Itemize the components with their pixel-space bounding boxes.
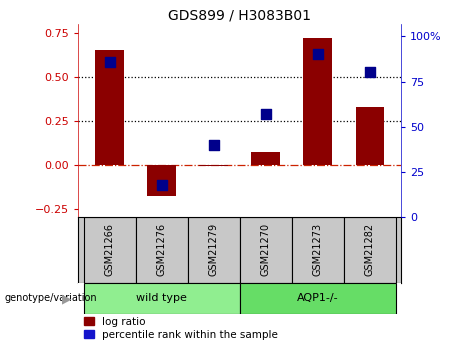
Text: GSM21279: GSM21279: [209, 223, 219, 276]
Text: GSM21270: GSM21270: [261, 223, 271, 276]
Bar: [136, 217, 188, 283]
Text: GSM21266: GSM21266: [105, 223, 115, 276]
Point: [262, 111, 269, 117]
Text: genotype/variation: genotype/variation: [5, 294, 97, 303]
Point: [106, 59, 113, 65]
Text: wild type: wild type: [136, 294, 187, 303]
Bar: [95, 50, 124, 165]
Bar: [83, 283, 240, 314]
Text: GSM21273: GSM21273: [313, 223, 323, 276]
Bar: [240, 217, 292, 283]
Bar: [355, 107, 384, 165]
Point: [366, 70, 373, 75]
Bar: [303, 38, 332, 165]
Text: AQP1-/-: AQP1-/-: [297, 294, 339, 303]
Legend: log ratio, percentile rank within the sample: log ratio, percentile rank within the sa…: [83, 317, 278, 340]
Bar: [344, 217, 396, 283]
Point: [210, 142, 218, 148]
Bar: [148, 165, 176, 196]
Title: GDS899 / H3083B01: GDS899 / H3083B01: [168, 9, 311, 23]
Text: GSM21282: GSM21282: [365, 223, 375, 276]
Bar: [292, 217, 344, 283]
Text: GSM21276: GSM21276: [157, 223, 166, 276]
Bar: [200, 165, 228, 166]
Bar: [251, 152, 280, 165]
Bar: [240, 283, 396, 314]
Bar: [83, 217, 136, 283]
Bar: [188, 217, 240, 283]
Text: ▶: ▶: [62, 292, 72, 305]
Point: [158, 182, 165, 188]
Point: [314, 52, 321, 57]
